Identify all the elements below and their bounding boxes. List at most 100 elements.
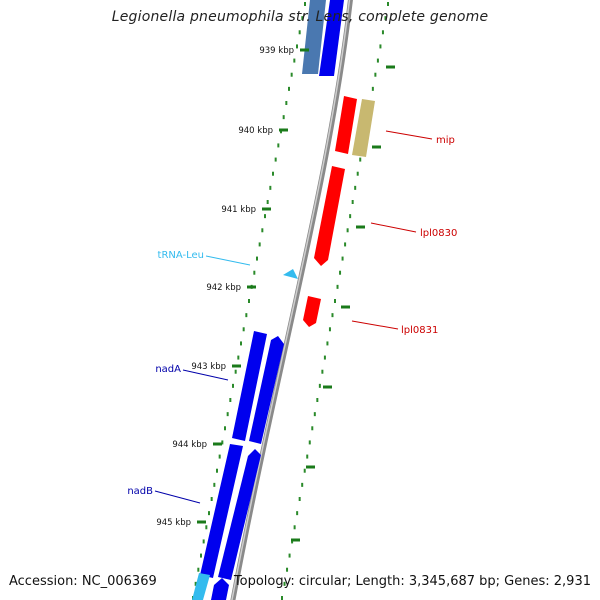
gene-block-lpl0830[interactable]	[314, 166, 345, 266]
gene-block-rna-bottom[interactable]	[192, 573, 210, 600]
ruler-dot	[381, 30, 384, 35]
gene-block-blue-top[interactable]	[319, 0, 344, 76]
ruler-dot	[323, 355, 326, 360]
ruler-dot	[298, 497, 301, 501]
ruler-dot	[288, 86, 290, 91]
feature-label: tRNA-Leu	[158, 250, 204, 261]
tick-mark	[197, 520, 206, 524]
tick-mark	[356, 225, 365, 229]
tick-mark	[386, 65, 395, 69]
feature-leader-line	[154, 490, 201, 504]
feature-leader-line	[182, 369, 229, 381]
ruler-dot	[208, 511, 210, 516]
ruler-dot	[253, 270, 256, 275]
ruler-dot	[306, 454, 309, 459]
ruler-dot	[205, 525, 208, 530]
ruler-dot	[232, 383, 234, 388]
genome-backbone	[230, 0, 353, 600]
gene-block-trna-leu[interactable]	[283, 269, 298, 279]
feature-labels: mip lpl0830 lpl0831 tRNA-Leu nadA nadB	[127, 130, 457, 504]
feature-leader-line	[385, 130, 433, 140]
feature-leader-line	[205, 255, 251, 266]
page-title: Legionella pneumophila str. Lens, comple…	[111, 9, 489, 25]
ruler-dot	[229, 398, 232, 402]
genome-summary-text: Topology: circular; Length: 3,345,687 bp…	[233, 574, 591, 589]
gene-block-nadB[interactable]	[200, 444, 243, 578]
ruler-dot	[281, 596, 283, 600]
ruler-dot	[308, 440, 311, 445]
dotted-ruler-left	[192, 2, 306, 600]
ruler-dot	[301, 16, 304, 21]
tick-mark	[232, 364, 241, 368]
genome-backbone-highlight	[231, 0, 351, 600]
tick-label: 945 kbp	[156, 518, 191, 528]
gene-block-blue-bottom[interactable]	[211, 578, 229, 600]
ruler-dot	[304, 2, 306, 6]
ruler-dot	[202, 539, 205, 544]
ruler-dot	[286, 567, 289, 572]
ruler-dot	[261, 228, 264, 233]
ruler-dot	[328, 327, 331, 332]
gene-block-nadA-2[interactable]	[249, 336, 284, 444]
ruler-dot	[197, 567, 200, 572]
ruler-dot	[224, 426, 226, 431]
ruler-dot	[242, 327, 245, 332]
ruler-dot	[194, 581, 197, 586]
ruler-dot	[288, 553, 291, 558]
gene-blocks	[192, 0, 375, 600]
gene-block-mip[interactable]	[335, 96, 357, 154]
gene-block-nadB-2[interactable]	[218, 449, 261, 580]
ruler-dot	[346, 228, 349, 233]
feature-leader-line	[351, 320, 399, 330]
ruler-dot	[258, 242, 261, 247]
tick-label: 942 kbp	[206, 283, 241, 293]
gene-block-lpl0831[interactable]	[303, 296, 321, 327]
feature-label: mip	[436, 135, 455, 146]
ruler-dot	[356, 171, 359, 176]
ruler-dot	[326, 341, 329, 346]
ruler-dot	[336, 284, 339, 289]
ruler-dot	[245, 313, 248, 318]
gene-block-khaki[interactable]	[352, 99, 375, 157]
ruler-dot	[213, 482, 216, 487]
accession-text: Accession: NC_006369	[9, 574, 157, 589]
ruler-dot	[221, 440, 224, 445]
ruler-dot	[272, 171, 274, 176]
tick-mark	[306, 465, 315, 469]
ruler-dot	[248, 299, 250, 303]
ruler-dot	[371, 86, 374, 91]
ruler-dot	[351, 200, 354, 204]
ruler-dot	[240, 341, 242, 346]
ruler-dot	[210, 497, 213, 501]
tick-label: 940 kbp	[238, 126, 273, 136]
ruler-dot	[234, 369, 237, 374]
ruler-dot	[341, 256, 344, 261]
ruler-dot	[266, 200, 269, 204]
ruler-dot	[226, 412, 229, 417]
ruler-dot	[218, 454, 221, 459]
ruler-dot	[274, 157, 277, 162]
ruler-dot	[349, 214, 352, 219]
tick-label: 941 kbp	[221, 205, 256, 215]
ruler-dot	[216, 468, 218, 473]
ruler-dot	[387, 2, 389, 6]
ruler-dot	[298, 30, 301, 35]
tick-mark	[323, 385, 332, 389]
ruler-dot	[374, 72, 377, 77]
tick-mark	[372, 145, 381, 149]
ruler-dot	[301, 482, 304, 487]
ruler-dot	[376, 58, 379, 63]
ruler-dot	[318, 383, 321, 388]
tick-label: 943 kbp	[191, 362, 226, 372]
ruler-dot	[283, 581, 286, 586]
tick-mark	[300, 48, 309, 52]
ruler-dot	[277, 143, 280, 148]
gene-block-steel-top[interactable]	[302, 0, 326, 74]
ruler-dot	[359, 157, 362, 162]
tick-mark	[262, 207, 271, 211]
ruler-dot	[296, 44, 298, 49]
ruler-dot	[331, 313, 334, 318]
gene-block-nadA[interactable]	[232, 331, 267, 441]
feature-label: lpl0830	[420, 228, 457, 239]
